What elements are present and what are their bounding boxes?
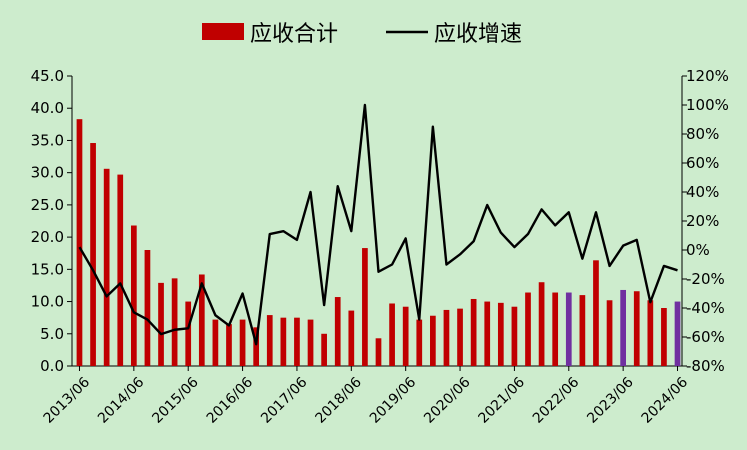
bar [593,260,599,366]
left-tick-label: 20.0 [31,228,64,246]
bar [76,119,83,367]
bar [430,315,436,366]
left-tick-label: 40.0 [31,99,64,117]
bar [348,310,355,366]
bar [579,295,586,366]
bar [266,315,273,366]
bar [362,248,368,366]
bar [334,297,341,366]
right-tick-label: 60% [686,154,719,172]
bar [130,225,137,366]
left-tick-label: 0.0 [40,357,64,375]
bar-series [76,119,681,367]
bar [470,298,477,366]
bar [144,250,151,366]
bar [484,301,491,366]
right-tick-label: 100% [686,96,729,114]
bar [90,143,96,366]
bar [497,302,504,366]
right-tick-label: -20% [686,270,725,288]
bar [253,327,260,366]
bar [103,168,110,366]
bar [674,301,681,366]
bar [647,300,654,366]
left-tick-label: 15.0 [31,260,64,278]
right-tick-label: -80% [686,357,725,375]
bar [294,317,300,366]
right-tick-label: 80% [686,125,719,143]
bar [117,174,124,366]
bar [239,319,246,366]
bar [416,319,423,366]
bar [457,308,463,366]
left-tick-label: 25.0 [31,196,64,214]
right-tick-label: 120% [686,67,729,85]
left-axis-tick-labels: 0.0 5.0 10.0 15.0 20.0 25.0 30.0 35.0 40.0 45.0 [31,67,64,375]
legend-bar-swatch [202,23,244,40]
bar [185,301,192,366]
bar [606,300,613,366]
left-tick-label: 5.0 [40,325,64,343]
bar [158,282,164,366]
bar [375,338,382,366]
left-tick-label: 10.0 [31,293,64,311]
bar [661,308,667,366]
left-tick-label: 35.0 [31,131,64,149]
bar [171,278,178,366]
right-tick-label: 20% [686,212,719,230]
bar [633,291,640,366]
bar [525,292,531,366]
bar [198,274,205,366]
legend-label-bar: 应收合计 [250,22,338,47]
bar [443,309,450,366]
right-tick-label: 0% [686,241,710,259]
bar [552,292,559,366]
bar [389,303,395,366]
bar [321,333,327,366]
right-tick-label: -40% [686,299,725,317]
line-series [78,103,678,346]
right-tick-label: 40% [686,183,719,201]
bar [565,292,572,366]
left-tick-label: 45.0 [31,67,64,85]
bar [226,324,232,366]
bar [511,306,518,366]
bar [307,319,314,366]
bar [538,282,545,366]
bar [212,319,219,366]
bar [280,317,287,366]
legend-label-line: 应收增速 [434,22,522,47]
growth-line [78,103,678,346]
right-axis-tick-labels: -80% -60% -40% -20% 0% 20% 40% 60% 80% 100% 120% [686,67,729,375]
legend: 应收合计 应收增速 [202,22,522,47]
right-tick-label: -60% [686,328,725,346]
bar [620,289,626,366]
left-tick-label: 30.0 [31,164,64,182]
bar [402,306,409,366]
